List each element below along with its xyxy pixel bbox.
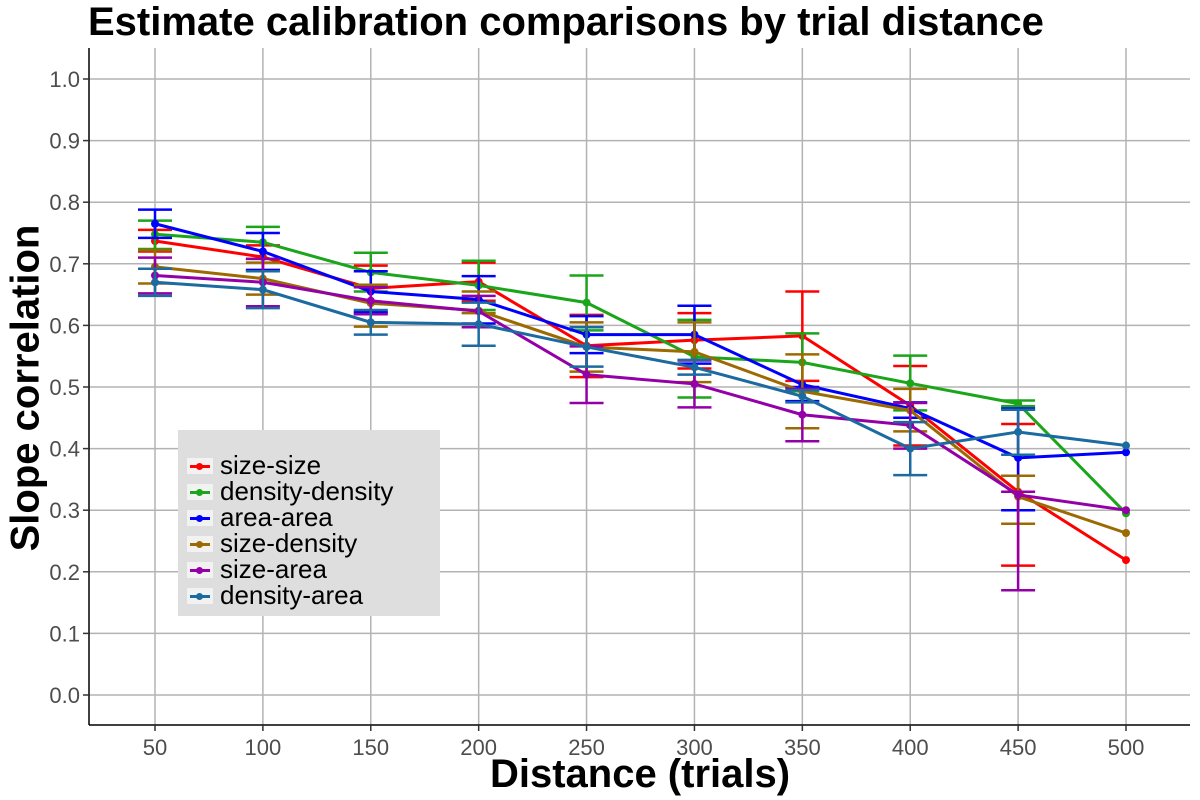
- legend-item: area-area: [184, 502, 439, 532]
- legend: size-size density-density area-area size…: [178, 430, 440, 616]
- grid-lines: [89, 48, 1190, 725]
- data-point: [151, 278, 159, 287]
- legend-label: size-density: [220, 528, 358, 558]
- y-tick-label: 0.9: [49, 129, 80, 154]
- x-tick-label: 50: [143, 735, 167, 760]
- x-tick-label: 150: [352, 735, 389, 760]
- data-point: [798, 410, 807, 419]
- data-point: [906, 444, 915, 453]
- legend-key: [187, 484, 213, 500]
- data-point: [1014, 490, 1023, 499]
- data-point: [582, 298, 591, 307]
- series-line: [154, 222, 1127, 460]
- data-point: [1014, 427, 1023, 436]
- data-point: [1122, 556, 1130, 565]
- data-point: [906, 379, 915, 388]
- x-tick-label: 300: [676, 735, 713, 760]
- legend-item: density-area: [184, 580, 439, 610]
- data-point: [582, 342, 591, 351]
- data-point: [258, 247, 267, 256]
- y-axis-label: Slope correlation: [3, 224, 48, 552]
- y-tick-label: 0.1: [49, 621, 80, 646]
- legend-swatch-dot: [196, 489, 203, 496]
- x-tick-label: 400: [892, 735, 929, 760]
- legend-label: density-density: [220, 476, 394, 506]
- data-point: [474, 320, 483, 329]
- x-tick-labels: 50 100 150 200 250 300 350 400 450 500: [143, 735, 1145, 760]
- data-point: [1122, 448, 1130, 457]
- data-point: [1014, 399, 1023, 408]
- x-tick-label: 250: [568, 735, 605, 760]
- data-point: [1122, 441, 1130, 450]
- y-tick-label: 0.0: [49, 683, 80, 708]
- legend-key: [187, 536, 213, 552]
- y-tick-label: 0.7: [49, 252, 80, 277]
- y-tick-label: 0.6: [49, 313, 80, 338]
- legend-label: size-area: [220, 554, 327, 584]
- x-tick-label: 200: [460, 735, 497, 760]
- y-tick-labels: 0.0 0.1 0.2 0.3 0.4 0.5 0.6 0.7 0.8 0.9 1.0: [49, 67, 80, 708]
- x-tick-label: 100: [245, 735, 282, 760]
- x-tick-label: 450: [1000, 735, 1037, 760]
- data-point: [690, 347, 699, 356]
- y-tick-label: 0.3: [49, 498, 80, 523]
- legend-swatch-dot: [196, 463, 203, 470]
- series-line: [154, 280, 1127, 451]
- x-tick-label: 350: [784, 735, 821, 760]
- legend-item: size-size: [184, 450, 439, 480]
- y-tick-label: 0.2: [49, 560, 80, 585]
- data-point: [690, 363, 699, 372]
- x-tick-label: 500: [1108, 735, 1145, 760]
- y-tick-label: 1.0: [49, 67, 80, 92]
- legend-item: size-area: [184, 554, 439, 584]
- data-point: [151, 219, 159, 228]
- series-line: [154, 274, 1127, 512]
- legend-item: size-density: [184, 528, 439, 558]
- y-tick-label: 0.5: [49, 375, 80, 400]
- series-layer: [138, 208, 1130, 592]
- data-point: [258, 285, 267, 294]
- x-axis-label: Distance (trials): [489, 752, 791, 796]
- legend-swatch-dot: [196, 593, 203, 600]
- data-point: [798, 392, 807, 401]
- y-tick-label: 0.4: [49, 437, 80, 462]
- data-point: [1122, 506, 1130, 515]
- y-tick-label: 0.8: [49, 190, 80, 215]
- data-point: [366, 296, 375, 305]
- series-line: [154, 232, 1128, 515]
- data-point: [582, 370, 591, 379]
- data-point: [366, 318, 375, 327]
- data-point: [1122, 528, 1130, 537]
- legend-key: [187, 588, 213, 604]
- legend-key: [187, 562, 213, 578]
- data-point: [690, 379, 699, 388]
- legend-item: density-density: [184, 476, 439, 506]
- legend-swatch-dot: [196, 515, 203, 522]
- legend-label: density-area: [220, 580, 364, 610]
- legend-label: area-area: [220, 502, 333, 532]
- legend-key: [187, 510, 213, 526]
- legend-swatch-dot: [196, 567, 203, 574]
- chart-title: Estimate calibration comparisons by tria…: [88, 0, 1044, 44]
- series-density-area: [138, 267, 1130, 477]
- axes: [83, 48, 1190, 731]
- legend-swatch-dot: [196, 541, 203, 548]
- legend-label: size-size: [220, 450, 322, 480]
- legend-key: [187, 458, 213, 474]
